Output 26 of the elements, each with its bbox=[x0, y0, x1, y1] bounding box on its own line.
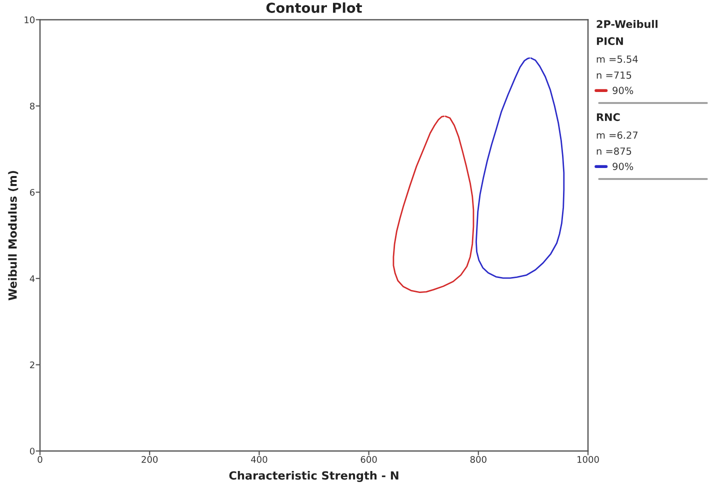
x-axis-title: Characteristic Strength - N bbox=[229, 471, 398, 482]
text: m =5.54 bbox=[596, 56, 638, 63]
y-tick-label: 10 bbox=[24, 16, 35, 24]
x-tick-label: 200 bbox=[142, 456, 158, 463]
x-tick-label: 0 bbox=[38, 456, 42, 463]
x-tick-label: 400 bbox=[251, 456, 268, 463]
legend-label: 90% bbox=[612, 86, 634, 94]
line-series bbox=[476, 57, 565, 279]
y-tick-label: 6 bbox=[30, 188, 35, 196]
legend-label: 90% bbox=[612, 162, 634, 170]
chart-title: Contour Plot bbox=[266, 2, 362, 13]
legend-title: 2P-Weibull bbox=[596, 20, 658, 28]
y-tick-label: 4 bbox=[30, 275, 35, 282]
x-tick-label: 1000 bbox=[578, 456, 599, 463]
y-tick-label: 0 bbox=[30, 448, 35, 455]
text: PICN bbox=[596, 37, 623, 46]
text: n =875 bbox=[596, 147, 632, 155]
text: n =715 bbox=[596, 72, 632, 79]
line-series bbox=[392, 116, 474, 293]
y-tick-label: 2 bbox=[30, 361, 34, 368]
text: m =6.27 bbox=[596, 131, 638, 139]
y-tick-label: 8 bbox=[30, 102, 35, 110]
x-tick-label: 800 bbox=[470, 456, 486, 463]
x-tick-label: 600 bbox=[360, 456, 377, 463]
y-axis-title: Weibull Modulus (m) bbox=[8, 170, 18, 300]
text: RNC bbox=[596, 113, 620, 122]
